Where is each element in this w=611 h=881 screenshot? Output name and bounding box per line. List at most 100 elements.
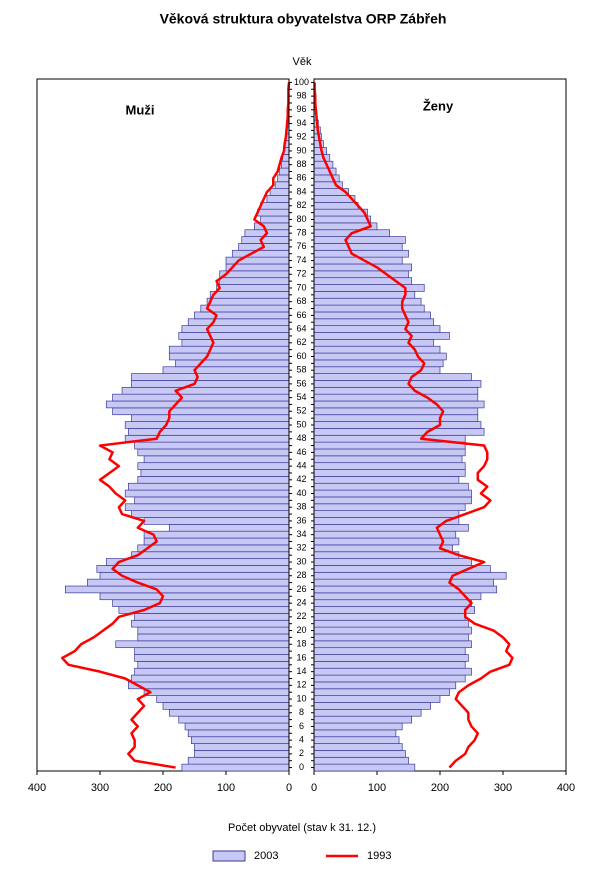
x-tick-label: 200	[431, 782, 449, 794]
bar	[313, 537, 460, 546]
bar	[313, 462, 466, 470]
bar	[162, 366, 290, 374]
bar	[313, 517, 460, 525]
bar	[181, 325, 290, 333]
bar	[105, 400, 290, 409]
age-label: 48	[296, 433, 306, 443]
bar	[128, 681, 290, 690]
bar	[313, 249, 409, 258]
bar	[313, 756, 409, 765]
bar	[134, 441, 290, 450]
bar	[313, 661, 466, 669]
bar	[143, 455, 290, 464]
bar	[124, 489, 290, 498]
bar	[313, 215, 372, 224]
bar	[260, 215, 290, 224]
bar	[313, 599, 472, 607]
age-label: 92	[296, 132, 306, 142]
age-label: 50	[296, 419, 306, 429]
bar	[168, 523, 290, 532]
age-label: 32	[296, 543, 306, 553]
bar	[131, 373, 290, 381]
bar	[313, 325, 441, 333]
bar	[209, 291, 290, 299]
y-axis-label: Věk	[293, 56, 312, 68]
age-label: 6	[299, 721, 304, 731]
bar	[313, 750, 406, 758]
age-label: 74	[296, 255, 306, 265]
bar	[313, 619, 469, 628]
bar	[187, 729, 290, 738]
bar	[184, 722, 290, 731]
bar	[200, 304, 290, 313]
bar	[313, 345, 441, 354]
bar	[313, 352, 447, 361]
bar	[313, 448, 466, 457]
chart-title: Věková struktura obyvatelstva ORP Zábřeh	[160, 11, 447, 27]
age-label: 10	[296, 693, 306, 703]
age-label: 90	[296, 145, 306, 155]
right-panel-label: Ženy	[423, 98, 454, 113]
bar	[178, 715, 290, 724]
x-tick-label: 400	[28, 782, 46, 794]
age-label: 78	[296, 228, 306, 238]
bar	[313, 297, 422, 306]
bar	[313, 441, 466, 450]
bar	[134, 613, 290, 621]
x-tick-label: 200	[154, 782, 172, 794]
bar	[313, 613, 466, 621]
bar	[313, 476, 460, 484]
age-label: 70	[296, 282, 306, 292]
bar	[313, 174, 340, 183]
x-tick-label: 300	[91, 782, 109, 794]
bar	[313, 592, 482, 601]
age-label: 64	[296, 323, 306, 333]
bar	[99, 592, 290, 601]
bar	[313, 455, 463, 464]
bar	[181, 763, 290, 772]
bar	[131, 510, 290, 518]
bar	[131, 674, 290, 683]
age-label: 54	[296, 392, 306, 402]
bar	[313, 578, 494, 587]
age-label: 46	[296, 447, 306, 457]
age-label: 14	[296, 666, 306, 676]
bar	[143, 688, 290, 696]
legend-label: 2003	[254, 850, 278, 862]
bar	[194, 750, 290, 758]
age-label: 24	[296, 598, 306, 608]
bar	[313, 585, 498, 594]
age-label: 80	[296, 214, 306, 224]
bar	[266, 195, 290, 203]
bar	[187, 318, 290, 327]
bar	[194, 311, 290, 320]
bar	[313, 571, 507, 580]
bar	[134, 496, 290, 505]
age-label: 8	[299, 707, 304, 717]
age-label: 18	[296, 639, 306, 649]
bar	[313, 708, 422, 717]
bar	[313, 167, 337, 176]
age-label: 2	[299, 748, 304, 758]
bar	[313, 332, 450, 340]
x-tick-label: 400	[557, 782, 575, 794]
x-tick-label: 100	[368, 782, 386, 794]
bar	[313, 729, 397, 738]
age-label: 12	[296, 680, 306, 690]
bar	[313, 722, 403, 731]
age-label: 26	[296, 584, 306, 594]
age-label: 36	[296, 515, 306, 525]
bar	[216, 284, 290, 292]
bar	[313, 489, 472, 498]
bar	[131, 414, 290, 422]
bar	[313, 674, 466, 683]
bar	[191, 736, 290, 744]
bar	[313, 421, 482, 429]
x-tick-label: 100	[217, 782, 235, 794]
bar	[241, 236, 290, 244]
bar	[313, 530, 457, 539]
bar	[128, 482, 290, 491]
age-label: 30	[296, 556, 306, 566]
bar	[137, 448, 290, 457]
age-label: 34	[296, 529, 306, 539]
